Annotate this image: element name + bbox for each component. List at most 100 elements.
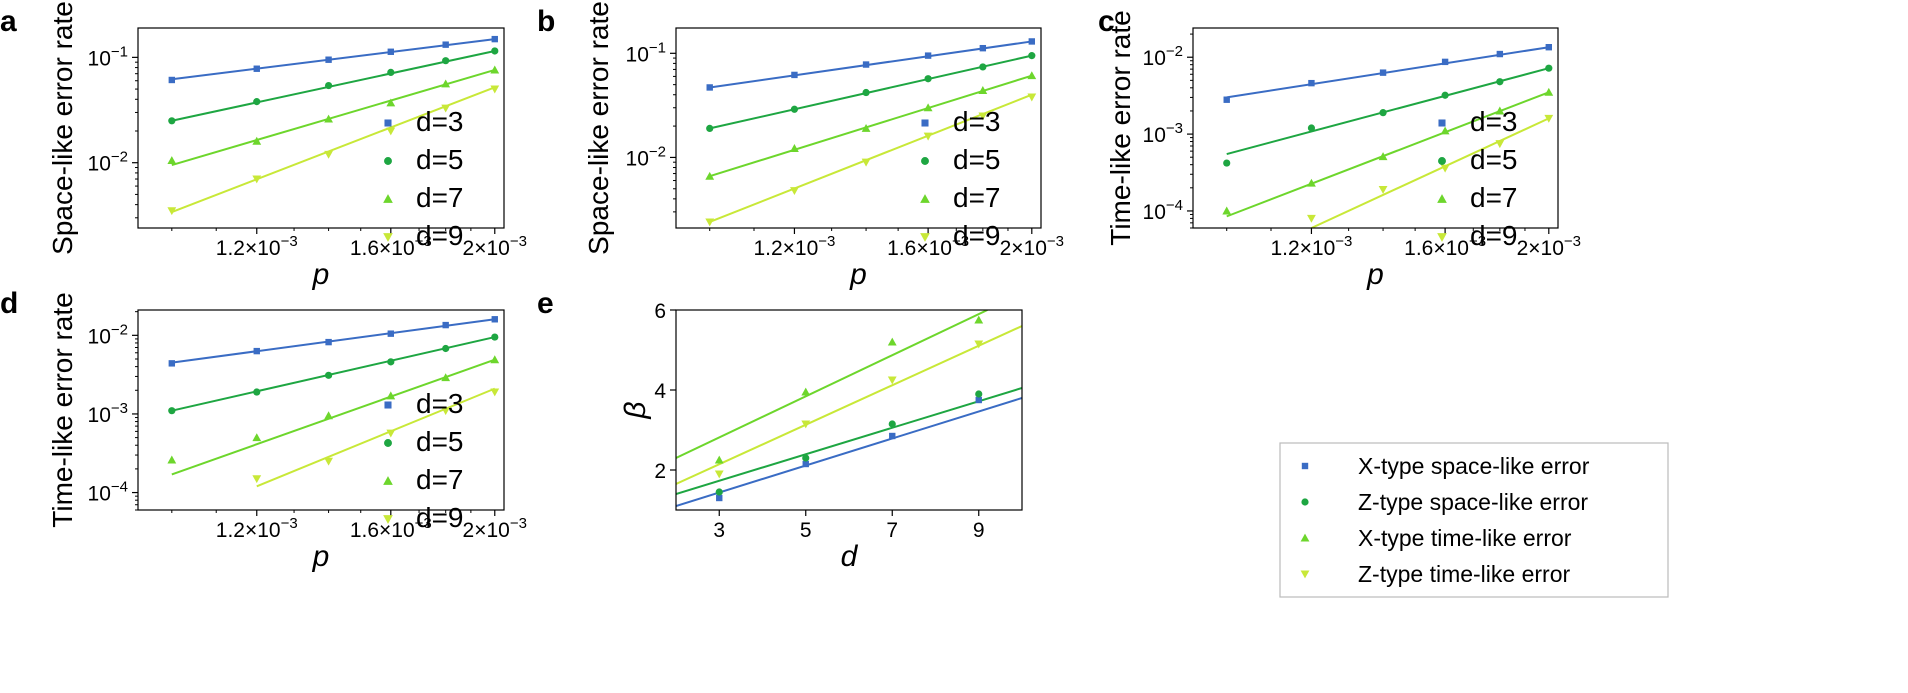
data-point: [387, 68, 395, 76]
data-point: [1545, 64, 1553, 72]
x-tick-label: 3: [713, 519, 725, 542]
fit-line: [171, 38, 495, 81]
data-point: [442, 321, 449, 329]
data-point: [168, 360, 176, 367]
legend-marker: [384, 119, 392, 127]
data-point: [974, 315, 984, 324]
data-point: [1441, 58, 1449, 66]
panel-e: e 3 5 7 9 2 4 6 d β: [537, 287, 1023, 573]
data-point: [1028, 38, 1035, 45]
data-point: [861, 124, 871, 132]
panel-letter: b: [537, 5, 555, 38]
data-point: [386, 127, 396, 136]
plot-area: [171, 318, 496, 488]
data-point: [386, 98, 396, 107]
x-tick-label: 2×10−3: [463, 515, 527, 542]
data-point: [1027, 71, 1037, 80]
data-point: [1028, 52, 1036, 60]
data-point: [1545, 44, 1552, 51]
data-point: [325, 338, 332, 346]
legend-marker: [384, 401, 392, 409]
x-tick-label: 1.2×10−3: [753, 233, 835, 260]
x-tick-label: 1.6×10−3: [887, 233, 969, 260]
data-point: [324, 81, 333, 90]
fit-line: [709, 74, 1033, 178]
legend-label: Z-type time-like error: [1358, 561, 1570, 587]
legend-label: d=7: [416, 464, 464, 495]
data-point: [252, 175, 262, 184]
data-point: [975, 390, 983, 398]
data-point: [1440, 126, 1450, 135]
data-point: [324, 371, 333, 379]
y-tick-label: 10−1: [626, 39, 666, 66]
axes-frame: [675, 309, 1023, 511]
data-point: [441, 79, 451, 88]
data-point: [790, 187, 799, 196]
legend: d=3 d=5 d=7 d=9: [383, 106, 464, 251]
x-axis-label: p: [312, 540, 330, 573]
data-point: [975, 396, 982, 404]
data-point: [252, 475, 262, 484]
y-tick-label: 10−3: [88, 400, 128, 427]
legend-label: d=5: [953, 144, 1001, 175]
x-tick-label: 1.6×10−3: [350, 233, 432, 260]
data-point: [253, 388, 261, 396]
legend-marker: [1300, 570, 1310, 579]
data-point: [802, 454, 810, 462]
fit-line: [676, 397, 1022, 507]
legend-label: d=9: [416, 502, 464, 533]
legend-label: Z-type space-like error: [1358, 489, 1588, 515]
data-point: [168, 76, 176, 84]
legend-label: d=3: [416, 106, 464, 137]
data-point: [1378, 152, 1388, 161]
y-tick-label: 6: [654, 300, 666, 323]
legend-box: [1279, 442, 1669, 598]
y-tick-label: 4: [654, 380, 666, 403]
plot-area: [1226, 46, 1550, 228]
fit-line: [171, 86, 496, 213]
legend-label: X-type time-like error: [1358, 525, 1572, 551]
data-point: [325, 56, 332, 63]
data-point: [705, 171, 715, 180]
fit-line: [171, 336, 495, 412]
data-point: [1379, 109, 1387, 117]
plot-area: [709, 40, 1033, 223]
legend-marker: [921, 119, 929, 127]
y-axis-label: Time-like error rate: [47, 292, 78, 527]
data-point: [168, 117, 176, 125]
panel-b: b 1.2×10−3 1.6×10−3 2×10−3 10−2 10−1 p Space-li…: [537, 1, 1064, 291]
data-point: [978, 86, 988, 94]
x-axis-label: p: [312, 258, 330, 291]
y-axis-label: β: [619, 401, 652, 419]
fit-line: [709, 40, 1032, 89]
data-point: [862, 88, 870, 97]
fit-line: [676, 387, 1022, 495]
data-point: [1223, 159, 1231, 167]
data-point: [324, 114, 333, 123]
fit-line: [171, 68, 496, 167]
y-tick-label: 10−3: [1143, 120, 1183, 147]
legend-label: d=3: [416, 388, 464, 419]
data-point: [705, 218, 715, 227]
legend: d=3 d=5 d=7 d=9: [383, 388, 464, 533]
x-axis-label: d: [841, 540, 859, 573]
panel-letter: e: [537, 287, 554, 320]
data-point: [1222, 206, 1232, 215]
y-tick-label: 10−2: [88, 321, 128, 348]
data-point: [167, 156, 177, 164]
legend-marker: [383, 194, 393, 203]
panel-c: c 1.2×10−3 1.6×10−3 2×10−3 10−4 10−3 10−2 p Time…: [1098, 5, 1581, 291]
legend-label: d=5: [416, 144, 464, 175]
data-point: [490, 388, 500, 397]
legend-label: d=9: [953, 220, 1001, 251]
data-point: [253, 98, 261, 106]
data-point: [1308, 79, 1315, 87]
data-point: [253, 347, 260, 355]
data-point: [1307, 178, 1316, 187]
data-point: [923, 103, 933, 112]
x-axis-label: p: [1366, 258, 1384, 291]
y-tick-label: 10−2: [626, 143, 666, 170]
data-point: [802, 460, 809, 468]
data-point: [1378, 186, 1388, 194]
combined-legend: X-type space-like error Z-type space-like…: [1279, 442, 1669, 598]
